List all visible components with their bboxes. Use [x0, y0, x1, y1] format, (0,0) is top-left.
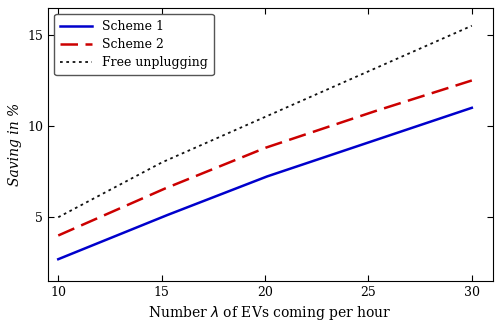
Free unplugging	[56, 214, 62, 218]
Scheme 2	[404, 99, 410, 103]
Free unplugging	[300, 98, 306, 102]
Scheme 2	[300, 133, 306, 137]
Scheme 2	[469, 79, 475, 82]
Scheme 2	[56, 234, 62, 238]
Free unplugging	[469, 24, 475, 28]
Free unplugging	[302, 98, 308, 102]
Scheme 2	[302, 133, 308, 137]
Scheme 2	[308, 130, 314, 134]
Scheme 1	[430, 119, 436, 123]
Scheme 1	[469, 106, 475, 110]
Line: Free unplugging: Free unplugging	[58, 26, 472, 217]
Scheme 1	[56, 257, 62, 261]
Scheme 1	[404, 128, 410, 132]
Scheme 1	[302, 162, 308, 166]
Line: Scheme 2: Scheme 2	[58, 81, 472, 236]
Scheme 1	[308, 160, 314, 164]
Scheme 1	[56, 257, 62, 261]
Scheme 1	[300, 162, 306, 166]
Free unplugging	[308, 94, 314, 98]
Free unplugging	[56, 215, 62, 219]
Line: Scheme 1: Scheme 1	[58, 108, 472, 259]
Free unplugging	[430, 41, 436, 45]
X-axis label: Number $\lambda$ of EVs coming per hour: Number $\lambda$ of EVs coming per hour	[148, 305, 392, 322]
Y-axis label: Saving in %: Saving in %	[8, 103, 22, 186]
Scheme 2	[56, 233, 62, 237]
Legend: Scheme 1, Scheme 2, Free unplugging: Scheme 1, Scheme 2, Free unplugging	[54, 14, 214, 75]
Free unplugging	[404, 52, 410, 56]
Scheme 2	[430, 91, 436, 95]
